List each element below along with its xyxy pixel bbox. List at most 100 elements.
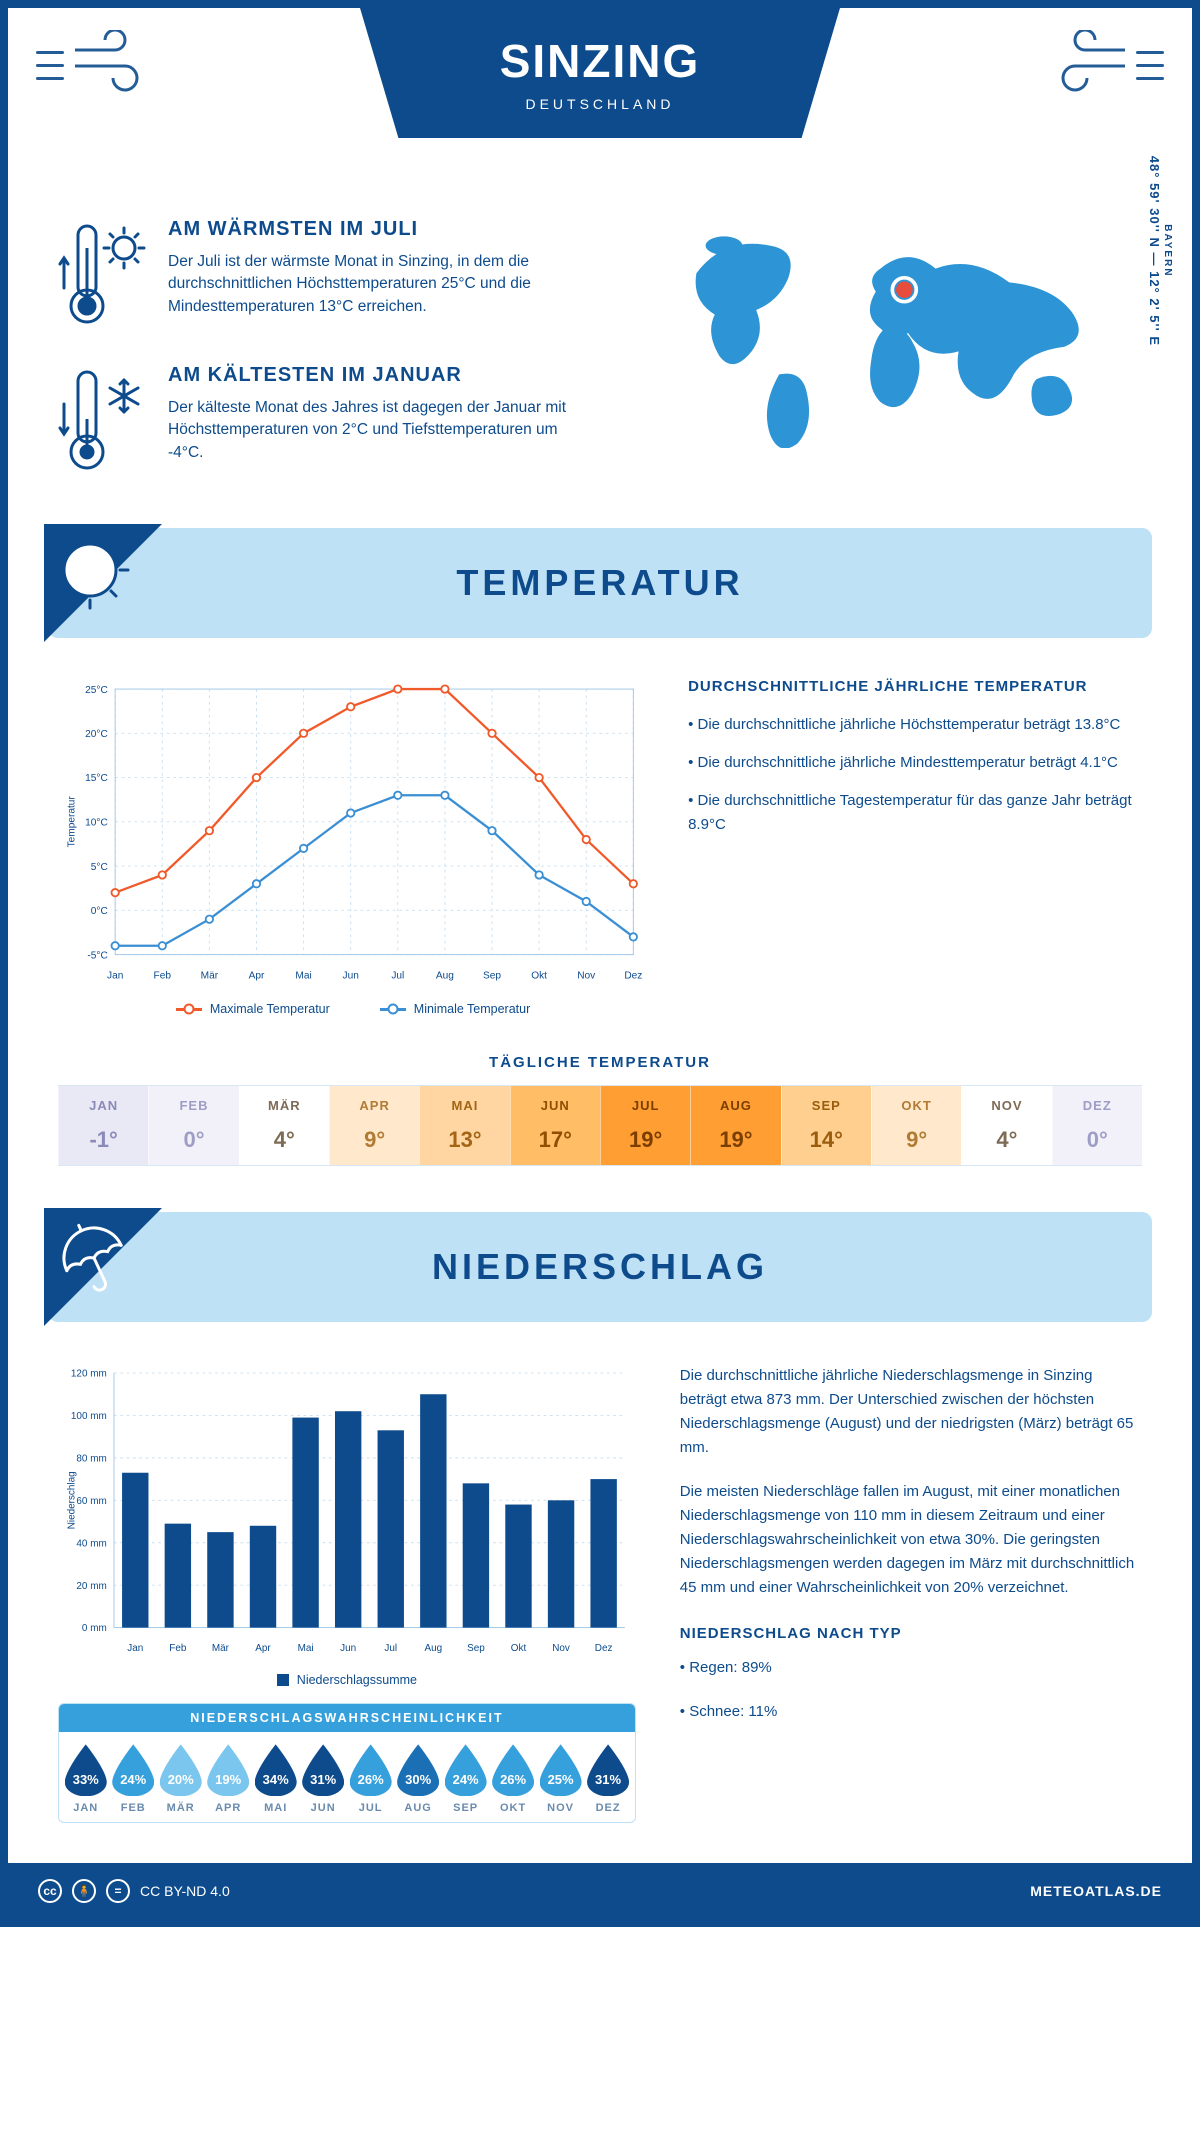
svg-text:Feb: Feb [169,1644,187,1655]
svg-text:60 mm: 60 mm [76,1496,106,1507]
svg-text:120 mm: 120 mm [71,1369,107,1380]
svg-text:Nov: Nov [577,971,596,982]
svg-text:Jul: Jul [391,971,404,982]
svg-text:0 mm: 0 mm [82,1624,107,1635]
fact-text: Der kälteste Monat des Jahres ist dagege… [168,397,588,464]
map-block: BAYERN 48° 59' 30'' N — 12° 2' 5'' E [656,218,1142,474]
svg-text:Jun: Jun [340,1644,356,1655]
page: SINZING DEUTSCHLAND [0,0,1200,1927]
svg-text:Temperatur: Temperatur [67,796,78,848]
fact-warmest: AM WÄRMSTEN IM JULI Der Juli ist der wär… [58,218,616,328]
svg-text:Jul: Jul [384,1644,397,1655]
license-text: CC BY-ND 4.0 [140,1883,230,1899]
section-title: TEMPERATUR [456,562,743,604]
nd-icon: = [106,1879,130,1903]
daily-cell: FEB0° [148,1086,238,1165]
daily-cell: JUN17° [510,1086,600,1165]
city-name: SINZING [500,34,701,88]
svg-text:0°C: 0°C [91,906,108,917]
svg-text:100 mm: 100 mm [71,1412,107,1423]
prob-cell: 31%JUN [300,1744,345,1814]
prob-cell: 26%JUL [348,1744,393,1814]
prob-cell: 24%SEP [443,1744,488,1814]
svg-text:-5°C: -5°C [87,950,107,961]
prob-cell: 24%FEB [110,1744,155,1814]
fact-text: Der Juli ist der wärmste Monat in Sinzin… [168,251,588,318]
svg-text:80 mm: 80 mm [76,1454,106,1465]
svg-text:Jan: Jan [127,1644,143,1655]
by-icon: 🧍 [72,1879,96,1903]
prob-cell: 34%MAI [253,1744,298,1814]
daily-cell: JUL19° [600,1086,690,1165]
world-map-icon [656,218,1142,448]
svg-text:Dez: Dez [624,971,642,982]
svg-text:Okt: Okt [531,971,547,982]
daily-cell: APR9° [329,1086,419,1165]
svg-text:Jun: Jun [343,971,359,982]
fact-coldest: AM KÄLTESTEN IM JANUAR Der kälteste Mona… [58,364,616,474]
daily-cell: NOV4° [961,1086,1051,1165]
svg-text:Feb: Feb [154,971,172,982]
prob-cell: 26%OKT [490,1744,535,1814]
svg-text:Apr: Apr [255,1644,271,1655]
daily-cell: AUG19° [690,1086,780,1165]
precipitation-bar-chart: 0 mm20 mm40 mm60 mm80 mm100 mm120 mmNied… [58,1364,636,1823]
svg-text:Nov: Nov [552,1644,570,1655]
cc-icon: cc [38,1879,62,1903]
thermometer-snow-icon [58,364,148,474]
daily-cell: MAI13° [419,1086,509,1165]
svg-text:Apr: Apr [249,971,265,982]
svg-text:Mär: Mär [201,971,219,982]
chart-legend: Maximale Temperatur Minimale Temperatur [58,1002,648,1016]
section-title: NIEDERSCHLAG [432,1246,768,1288]
prob-cell: 31%DEZ [585,1744,630,1814]
svg-text:Sep: Sep [483,971,501,982]
daily-cell: MÄR4° [239,1086,329,1165]
prob-cell: 25%NOV [538,1744,583,1814]
wind-icon [1060,30,1164,100]
intro-section: AM WÄRMSTEN IM JULI Der Juli ist der wär… [8,208,1192,514]
umbrella-icon [44,1208,162,1326]
prob-cell: 33%JAN [63,1744,108,1814]
prob-cell: 20%MÄR [158,1744,203,1814]
daily-cell: DEZ0° [1052,1086,1142,1165]
prob-cell: 30%AUG [395,1744,440,1814]
svg-text:25°C: 25°C [85,685,108,696]
chart-legend: Niederschlagssumme [58,1673,636,1687]
precipitation-summary: Die durchschnittliche jährliche Niedersc… [680,1364,1142,1823]
site-name: METEOATLAS.DE [1030,1883,1162,1899]
thermometer-sun-icon [58,218,148,328]
header: SINZING DEUTSCHLAND [8,8,1192,208]
title-banner: SINZING DEUTSCHLAND [360,8,840,138]
svg-text:40 mm: 40 mm [76,1539,106,1550]
country-name: DEUTSCHLAND [525,96,674,112]
svg-text:Mai: Mai [298,1644,314,1655]
svg-text:Dez: Dez [595,1644,613,1655]
precip-probability-box: NIEDERSCHLAGSWAHRSCHEINLICHKEIT 33%JAN24… [58,1703,636,1823]
svg-text:Jan: Jan [107,971,123,982]
license-badges: cc 🧍 = CC BY-ND 4.0 [38,1879,230,1903]
svg-text:15°C: 15°C [85,773,108,784]
sun-icon [44,524,162,642]
svg-text:Aug: Aug [425,1644,443,1655]
daily-cell: JAN-1° [58,1086,148,1165]
section-banner-temp: TEMPERATUR [48,528,1152,638]
fact-title: AM WÄRMSTEN IM JULI [168,218,588,241]
svg-text:Aug: Aug [436,971,454,982]
svg-text:20°C: 20°C [85,729,108,740]
daily-cell: SEP14° [781,1086,871,1165]
svg-text:5°C: 5°C [91,862,108,873]
svg-text:Mär: Mär [212,1644,230,1655]
daily-cell: OKT9° [871,1086,961,1165]
daily-temp-title: TÄGLICHE TEMPERATUR [8,1054,1192,1071]
daily-temp-strip: JAN-1°FEB0°MÄR4°APR9°MAI13°JUN17°JUL19°A… [58,1085,1142,1166]
footer: cc 🧍 = CC BY-ND 4.0 METEOATLAS.DE [8,1863,1192,1919]
wind-icon [36,30,140,100]
fact-title: AM KÄLTESTEN IM JANUAR [168,364,588,387]
svg-text:Sep: Sep [467,1644,485,1655]
section-banner-precip: NIEDERSCHLAG [48,1212,1152,1322]
svg-text:Okt: Okt [511,1644,527,1655]
svg-text:Mai: Mai [295,971,311,982]
temperature-summary: DURCHSCHNITTLICHE JÄHRLICHE TEMPERATUR •… [688,678,1142,1016]
coordinates: BAYERN 48° 59' 30'' N — 12° 2' 5'' E [1147,156,1173,346]
